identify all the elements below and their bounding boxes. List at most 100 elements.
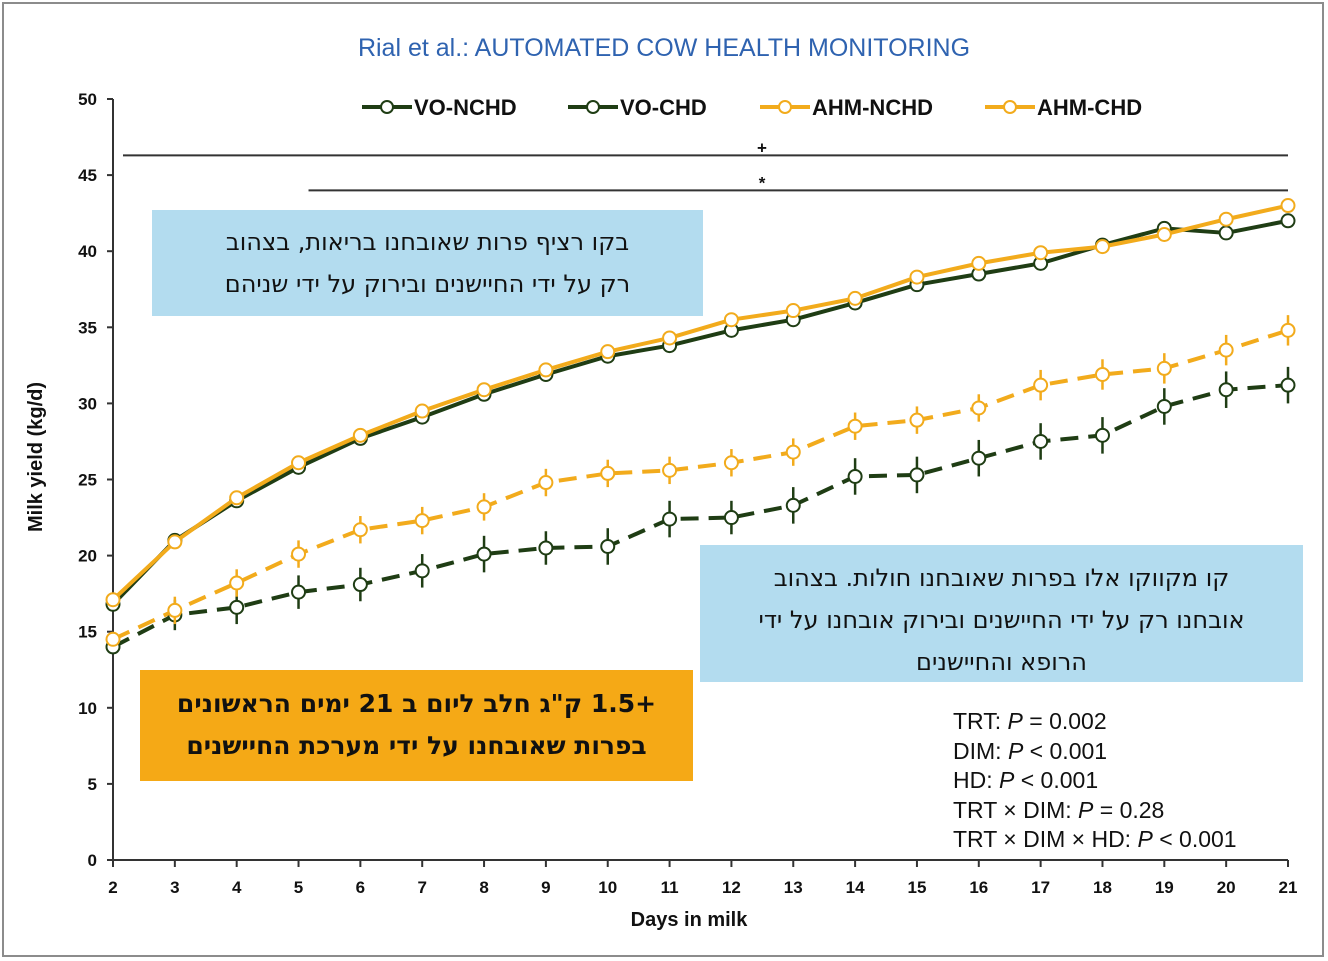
data-point (971, 450, 987, 466)
x-tick-label: 12 (722, 878, 741, 897)
stat-label: TRT: (953, 708, 1008, 734)
x-tick-label: 21 (1279, 878, 1298, 897)
healthy-note-line-1: בקו רציף פרות שאובחנו בריאות, בצהוב (225, 228, 630, 256)
data-point (1033, 245, 1049, 261)
data-point (538, 362, 554, 378)
legend-label: AHM-CHD (1037, 95, 1142, 120)
x-axis-label: Days in milk (631, 909, 749, 931)
legend-item: VO-NCHD (362, 95, 517, 120)
data-point (1218, 225, 1234, 241)
y-tick-label: 20 (78, 547, 97, 566)
stat-value: < 0.001 (1023, 737, 1108, 764)
milk-gain-note: +1.5 ק"ג חלב ליום ב 21 ימים הראשונים בפר… (140, 670, 693, 781)
y-tick-label: 30 (78, 394, 97, 413)
stat-value: = 0.28 (1093, 796, 1165, 823)
data-point (909, 269, 925, 285)
data-point (476, 499, 492, 515)
stat-value: < 0.001 (1152, 826, 1237, 852)
y-tick-label: 50 (78, 90, 97, 109)
x-tick-label: 2 (108, 878, 117, 897)
stat-p-symbol: P (1007, 708, 1023, 734)
data-point (414, 563, 430, 579)
data-point (600, 538, 616, 554)
data-point (971, 400, 987, 416)
data-point (723, 455, 739, 471)
series-layer (105, 198, 1296, 655)
data-point (291, 584, 307, 600)
healthy-cows-note: בקו רציף פרות שאובחנו בריאות, בצהוב רק ע… (152, 210, 703, 316)
legend-item: AHM-CHD (985, 95, 1142, 120)
stat-line: HD: P < 0.001 (953, 766, 1237, 796)
data-point (476, 382, 492, 398)
data-point (662, 462, 678, 478)
statistics-block: TRT: P = 0.002 DIM: P < 0.001 HD: P < 0.… (953, 707, 1237, 855)
y-tick-label: 15 (78, 623, 97, 642)
data-point (1033, 433, 1049, 449)
data-point (1280, 322, 1296, 338)
legend-label: AHM-NCHD (812, 95, 933, 120)
data-point (1218, 382, 1234, 398)
x-tick-label: 3 (170, 878, 179, 897)
data-point (352, 427, 368, 443)
data-point (662, 330, 678, 346)
data-point (105, 592, 121, 608)
significance-bars: +* (123, 138, 1288, 192)
legend-swatch-marker (380, 100, 394, 114)
data-point (167, 534, 183, 550)
gain-note-line-1: +1.5 ק"ג חלב ליום ב 21 ימים הראשונים (176, 689, 657, 718)
data-point (1156, 398, 1172, 414)
legend-label: VO-NCHD (414, 95, 517, 120)
stat-line: TRT × DIM: P = 0.28 (953, 796, 1237, 826)
data-point (847, 290, 863, 306)
x-tick-label: 7 (417, 878, 426, 897)
stat-label: DIM: (953, 737, 1008, 764)
x-tick-label: 16 (969, 878, 988, 897)
data-point (229, 575, 245, 591)
stat-value: < 0.001 (1014, 767, 1099, 793)
y-axis-label: Milk yield (kg/d) (25, 382, 47, 532)
data-point (662, 511, 678, 527)
y-tick-label: 35 (78, 318, 97, 337)
stat-label: TRT × DIM × HD: (953, 826, 1138, 852)
series-line (112, 383, 1289, 649)
data-point (352, 522, 368, 538)
data-point (1094, 427, 1110, 443)
stat-p-symbol: P (1078, 796, 1094, 823)
stat-label: HD: (953, 767, 999, 793)
legend-label: VO-CHD (620, 95, 707, 120)
x-tick-label: 10 (598, 878, 617, 897)
data-point (1156, 226, 1172, 242)
data-point (291, 546, 307, 562)
data-point (785, 444, 801, 460)
y-tick-label: 10 (78, 699, 97, 718)
x-tick-label: 9 (541, 878, 550, 897)
x-tick-label: 4 (232, 878, 242, 897)
data-point (909, 467, 925, 483)
x-tick-label: 17 (1031, 878, 1050, 897)
data-point (1218, 342, 1234, 358)
series-vo-chd (105, 366, 1296, 655)
stat-value: = 0.002 (1022, 708, 1107, 734)
series-line (112, 328, 1289, 642)
data-point (352, 577, 368, 593)
legend-item: AHM-NCHD (760, 95, 933, 120)
y-tick-label: 0 (88, 851, 97, 870)
x-tick-label: 6 (356, 878, 365, 897)
legend-swatch-marker (586, 100, 600, 114)
data-point (785, 303, 801, 319)
healthy-note-line-2: רק על ידי החיישנים ובירוק על ידי שניהם (224, 270, 631, 298)
stat-label: TRT × DIM: (953, 796, 1079, 823)
sick-note-line-1: קו מקווקו אלו בפרות שאובחנו חולות. בצהוב (773, 564, 1230, 592)
y-tick-label: 5 (88, 775, 97, 794)
x-tick-label: 15 (907, 878, 926, 897)
data-point (1280, 377, 1296, 393)
data-point (229, 599, 245, 615)
series-line (111, 203, 1289, 602)
data-point (600, 465, 616, 481)
legend-item: VO-CHD (568, 95, 707, 120)
stat-line: DIM: P < 0.001 (953, 737, 1237, 767)
data-point (1094, 366, 1110, 382)
